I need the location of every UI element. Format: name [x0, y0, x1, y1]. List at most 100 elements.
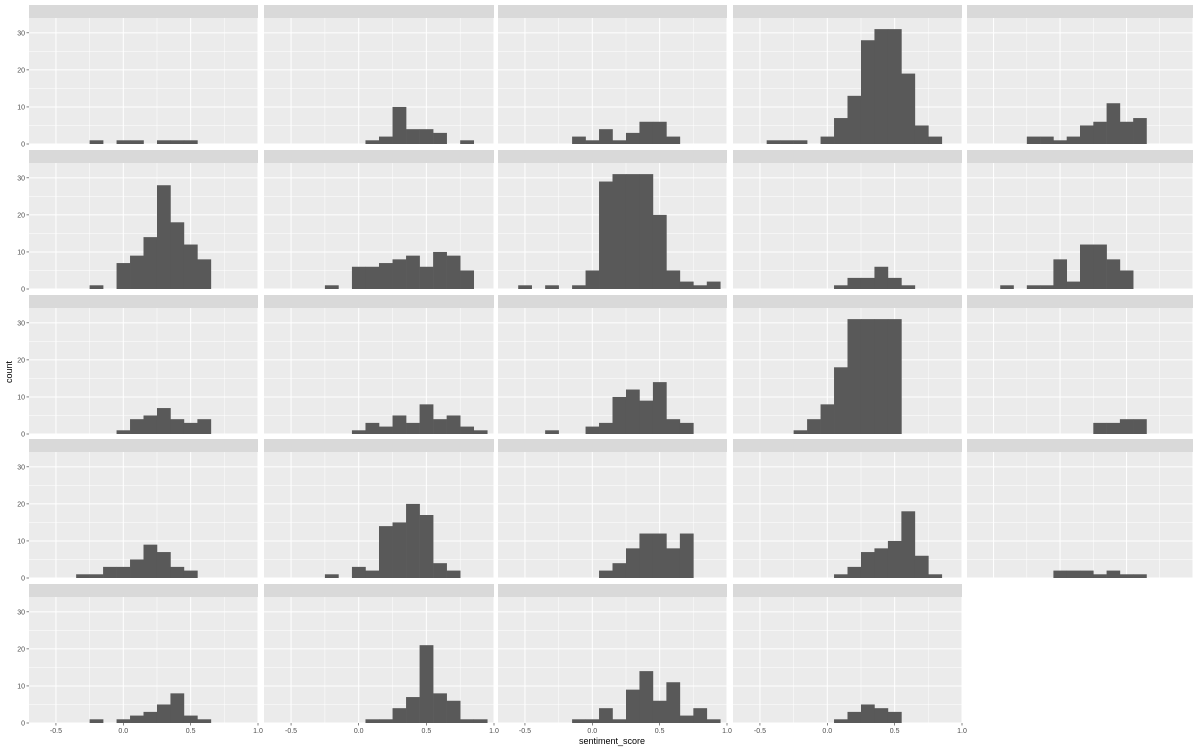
histogram-bar — [834, 118, 848, 144]
x-tick-label: 0.5 — [655, 728, 665, 735]
histogram-bar — [419, 515, 434, 578]
x-tick-label: 1.0 — [489, 728, 499, 735]
histogram-bar — [1119, 121, 1134, 144]
histogram-bar — [379, 426, 393, 434]
histogram-bar — [585, 426, 600, 434]
histogram-bar — [130, 255, 144, 289]
histogram-bar — [379, 136, 393, 144]
x-tick-label: 0.5 — [186, 728, 196, 735]
histogram-bar — [652, 121, 667, 144]
histogram-bar — [887, 277, 902, 289]
histogram-bar — [901, 73, 916, 144]
histogram-bar — [666, 419, 681, 434]
histogram-bar — [1000, 285, 1014, 289]
facet-strip — [264, 439, 494, 452]
facet-strip — [29, 150, 258, 163]
x-tick-label: -0.5 — [519, 728, 531, 735]
histogram-bar — [1093, 422, 1107, 434]
histogram-bar — [1106, 259, 1121, 289]
y-axis-label: count — [4, 360, 14, 383]
histogram-bar — [460, 270, 475, 289]
facet-strip — [733, 439, 962, 452]
histogram-bar — [652, 533, 667, 578]
histogram-bar — [1053, 570, 1068, 578]
y-tick-label: 10 — [17, 249, 25, 256]
histogram-bar — [585, 270, 600, 289]
y-tick-label: 20 — [17, 501, 25, 508]
histogram-bar — [460, 719, 475, 723]
histogram-bar — [116, 430, 131, 434]
histogram-bar — [460, 140, 475, 144]
y-tick-label: 10 — [17, 538, 25, 545]
x-tick-label: 1.0 — [957, 728, 967, 735]
histogram-bar — [639, 400, 654, 434]
histogram-bar — [1106, 570, 1121, 578]
histogram-bar — [860, 277, 875, 289]
histogram-bar — [197, 419, 212, 434]
x-axis-label: sentiment_score — [579, 736, 645, 746]
histogram-bar — [706, 719, 721, 723]
facet-strip — [967, 295, 1193, 308]
facet-strip — [29, 295, 258, 308]
y-tick-label: 0 — [21, 287, 25, 294]
panel-background — [29, 18, 258, 144]
histogram-bar — [1093, 574, 1107, 578]
histogram-bar — [572, 285, 586, 289]
histogram-bar — [887, 319, 902, 434]
histogram-bar — [599, 570, 613, 578]
y-tick-label: 30 — [17, 609, 25, 616]
panel-background — [264, 308, 494, 434]
histogram-bar — [834, 719, 848, 723]
histogram-bar — [625, 132, 640, 144]
histogram-bar — [1119, 419, 1134, 434]
y-tick-label: 30 — [17, 175, 25, 182]
panel-background — [498, 18, 727, 144]
facet-panel — [498, 5, 728, 145]
facet-panel — [264, 5, 495, 145]
histogram-bar — [625, 689, 640, 723]
panel-background — [967, 18, 1193, 144]
histogram-bar — [666, 270, 681, 289]
histogram-bar — [693, 285, 708, 289]
facet-panel — [733, 5, 963, 145]
histogram-bar — [901, 285, 916, 289]
histogram-bar — [365, 266, 380, 289]
histogram-bar — [183, 422, 198, 434]
histogram-bar — [89, 574, 104, 578]
histogram-bar — [143, 415, 158, 434]
histogram-bar — [820, 136, 835, 144]
histogram-bar — [1133, 574, 1147, 578]
facet-panel — [29, 584, 259, 724]
histogram-bar — [156, 140, 171, 144]
histogram-bar — [89, 719, 104, 723]
histogram-bar — [116, 140, 131, 144]
y-tick-label: 30 — [17, 464, 25, 471]
y-tick-label: 20 — [17, 646, 25, 653]
histogram-bar — [183, 140, 198, 144]
histogram-bar — [679, 533, 694, 578]
histogram-bar — [365, 422, 380, 434]
histogram-bar — [874, 548, 889, 578]
facet-strip — [733, 295, 962, 308]
panel-background — [498, 597, 727, 723]
histogram-bar — [545, 285, 559, 289]
x-tick-label: -0.5 — [285, 728, 297, 735]
histogram-bar — [1080, 570, 1094, 578]
facet-panel — [264, 295, 495, 435]
histogram-bar — [679, 281, 694, 289]
histogram-bar — [351, 430, 366, 434]
histogram-bar — [433, 132, 447, 144]
x-tick-label: 0.5 — [421, 728, 431, 735]
facet-strip — [967, 439, 1193, 452]
facet-panel — [733, 295, 963, 435]
histogram-bar — [639, 533, 654, 578]
y-tick-label: 0 — [21, 576, 25, 583]
histogram-bar — [679, 715, 694, 723]
y-tick-label: 0 — [21, 142, 25, 149]
histogram-bar — [406, 422, 420, 434]
histogram-bar — [874, 266, 889, 289]
facet-strip — [29, 584, 258, 597]
histogram-bar — [887, 540, 902, 578]
facet-panel — [967, 5, 1194, 145]
